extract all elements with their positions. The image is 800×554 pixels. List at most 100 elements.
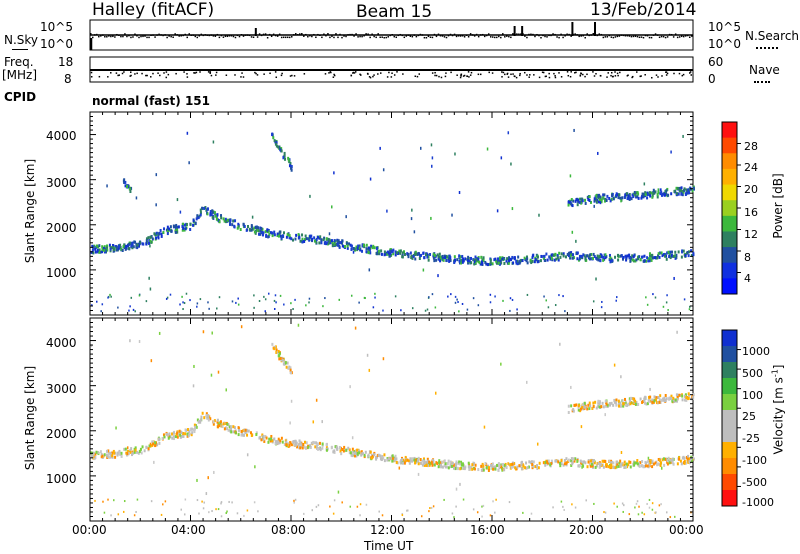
xtick-2400: 00:00 (669, 523, 704, 537)
echo-cell (327, 241, 330, 245)
echo-cell (98, 244, 101, 248)
echo-cell (421, 459, 424, 463)
echo-cell (105, 453, 108, 457)
echo-cell (677, 250, 680, 254)
echo-cell (690, 458, 693, 462)
echo-cell (199, 208, 202, 212)
echo-cell (484, 461, 487, 465)
echo-cell (657, 190, 660, 194)
nave-point (466, 75, 469, 78)
ground-cell (359, 503, 362, 506)
echo-cell (424, 253, 427, 257)
nave-point (526, 74, 528, 76)
echo-cell (167, 436, 170, 440)
echo-cell (550, 253, 553, 257)
echo-cell (439, 259, 442, 263)
echo-cell (134, 448, 137, 452)
ground-cell (180, 508, 182, 511)
echo-cell (242, 223, 245, 227)
noise-point (375, 36, 377, 39)
echo-cell (179, 433, 182, 437)
ground-cell (103, 511, 106, 514)
echo-cell (662, 457, 665, 461)
echo-cell (273, 139, 276, 143)
echo-cell (597, 200, 600, 204)
echo-cell (570, 251, 573, 255)
nsky-line (12, 49, 28, 50)
echo-cell (158, 441, 161, 445)
echo-cell (456, 258, 459, 262)
noise-point (463, 36, 466, 38)
nave-point (380, 72, 382, 74)
echo-cell (241, 431, 244, 435)
nave-point (467, 71, 470, 73)
echo-cell (671, 459, 674, 463)
nave-point (141, 72, 143, 75)
echo-cell (646, 464, 649, 468)
noise-point (494, 36, 496, 39)
echo-cell (583, 460, 586, 464)
echo-cell (494, 257, 497, 261)
noise-point (144, 35, 146, 37)
echo-cell (633, 461, 636, 465)
echo-cell (184, 432, 187, 436)
echo-cell (190, 433, 193, 437)
sparse-cell (410, 217, 413, 221)
echo-cell (211, 210, 214, 214)
echo-cell (123, 178, 126, 182)
noise-point (473, 35, 476, 37)
echo-cell (152, 440, 155, 444)
echo-cell (182, 226, 185, 230)
sparse-cell (148, 276, 150, 280)
echo-cell (534, 257, 537, 261)
ground-cell (102, 500, 104, 503)
ground-cell (273, 307, 276, 310)
noise-point (355, 33, 357, 35)
echo-cell (648, 395, 651, 399)
echo-cell (245, 428, 248, 432)
sparse-cell (511, 207, 514, 211)
echo-cell (637, 463, 640, 467)
echo-cell (654, 461, 657, 465)
sparse-cell (536, 466, 538, 470)
echo-cell (101, 454, 104, 458)
ground-cell (333, 499, 336, 502)
nave-point (210, 74, 213, 77)
echo-cell (578, 463, 581, 467)
echo-cell (569, 202, 572, 206)
echo-cell (187, 434, 190, 438)
echo-cell (255, 433, 258, 437)
echo-cell (610, 259, 613, 263)
ground-cell (564, 310, 566, 313)
echo-cell (625, 255, 628, 259)
echo-cell (652, 256, 655, 260)
echo-cell (388, 254, 391, 258)
nave-point (567, 74, 570, 77)
echo-cell (377, 453, 380, 457)
echo-cell (504, 462, 507, 466)
echo-cell (447, 466, 450, 470)
echo-cell (203, 416, 206, 420)
noise-point (276, 35, 279, 37)
sparse-cell (149, 287, 152, 291)
echo-cell (276, 441, 279, 445)
echo-cell (226, 218, 229, 222)
sparse-cell (419, 146, 422, 150)
ground-cell (593, 502, 595, 505)
echo-cell (448, 259, 451, 263)
sparse-cell (138, 339, 141, 343)
noise-point (508, 35, 510, 38)
echo-cell (340, 452, 343, 456)
echo-cell (612, 466, 615, 470)
echo-cell (417, 456, 420, 460)
ground-cell (253, 294, 255, 297)
echo-cell (341, 448, 344, 452)
echo-cell (511, 255, 514, 259)
echo-cell (271, 439, 274, 443)
echo-cell (628, 195, 631, 199)
ground-cell (203, 501, 205, 504)
echo-cell (135, 242, 138, 246)
echo-cell (210, 212, 213, 216)
ground-cell (311, 509, 314, 512)
ground-cell (660, 503, 662, 506)
